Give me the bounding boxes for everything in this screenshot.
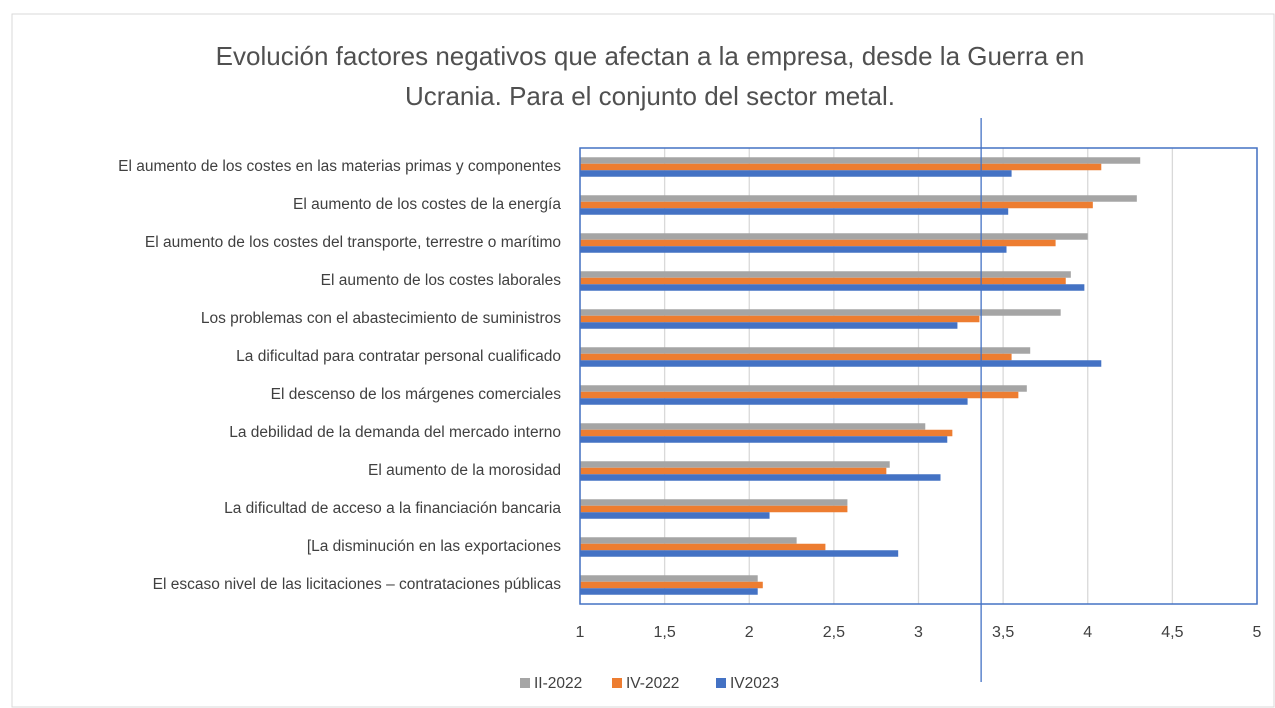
bar	[580, 163, 1102, 171]
x-tick-label: 1,5	[654, 624, 676, 641]
x-tick-label: 3,5	[992, 624, 1014, 641]
bar	[580, 429, 953, 437]
bar	[580, 398, 968, 405]
category-label: La debilidad de la demanda del mercado i…	[229, 424, 561, 441]
bar	[580, 543, 826, 551]
bar	[580, 233, 1088, 240]
bar	[580, 385, 1027, 392]
bar	[580, 537, 797, 544]
bar	[580, 170, 1012, 177]
bar	[580, 201, 1093, 209]
legend-swatch	[612, 678, 622, 688]
bar	[580, 505, 848, 513]
legend-label: IV2023	[730, 675, 779, 692]
bar	[580, 436, 948, 443]
bar	[580, 353, 1012, 361]
bar	[580, 347, 1031, 354]
x-tick-label: 4	[1083, 624, 1092, 641]
legend-label: II-2022	[534, 675, 582, 692]
x-tick-label: 5	[1253, 624, 1262, 641]
plot-border	[579, 147, 1258, 605]
bar	[580, 512, 770, 519]
bar	[580, 315, 980, 323]
x-tick-label: 4,5	[1161, 624, 1183, 641]
chart-title: Evolución factores negativos que afectan…	[216, 41, 1085, 71]
bar	[580, 550, 899, 557]
bar	[580, 581, 763, 589]
legend-label: IV-2022	[626, 675, 679, 692]
bar	[580, 309, 1061, 316]
x-tick-label: 3	[914, 624, 923, 641]
bar	[580, 246, 1007, 253]
bar	[580, 195, 1137, 202]
bar	[580, 277, 1066, 285]
bar	[580, 208, 1009, 215]
bar	[580, 575, 758, 582]
bar	[580, 588, 758, 595]
bar	[580, 499, 848, 506]
bar	[580, 157, 1141, 164]
bar	[580, 239, 1056, 247]
chart-title: Ucrania. Para el conjunto del sector met…	[405, 81, 895, 111]
bar	[580, 322, 958, 329]
legend-swatch	[520, 678, 530, 688]
category-label: El escaso nivel de las licitaciones – co…	[153, 576, 562, 593]
category-label: El aumento de los costes del transporte,…	[145, 234, 561, 251]
category-label: La dificultad para contratar personal cu…	[236, 348, 561, 365]
bar	[580, 391, 1019, 399]
legend-swatch	[716, 678, 726, 688]
x-tick-label: 2	[745, 624, 754, 641]
category-label: [La disminución en las exportaciones	[307, 538, 561, 555]
category-label: El descenso de los márgenes comerciales	[271, 386, 562, 403]
category-label: El aumento de la morosidad	[368, 462, 561, 479]
bar	[580, 423, 926, 430]
x-tick-label: 2,5	[823, 624, 845, 641]
category-label: Los problemas con el abastecimiento de s…	[201, 310, 561, 327]
x-tick-label: 1	[576, 624, 585, 641]
bar	[580, 467, 887, 475]
bar	[580, 271, 1071, 278]
bar	[580, 360, 1102, 367]
bar	[580, 284, 1085, 291]
bar	[580, 474, 941, 481]
category-label: El aumento de los costes de la energía	[293, 196, 561, 213]
category-label: El aumento de los costes en las materias…	[118, 158, 561, 175]
category-label: La dificultad de acceso a la financiació…	[224, 500, 561, 517]
category-label: El aumento de los costes laborales	[321, 272, 562, 289]
bar	[580, 461, 890, 468]
chart-frame	[11, 13, 1275, 708]
